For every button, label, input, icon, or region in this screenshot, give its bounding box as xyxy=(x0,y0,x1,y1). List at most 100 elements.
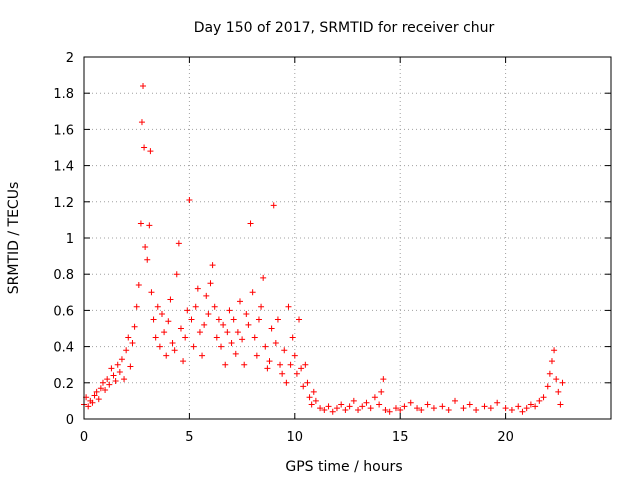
data-point xyxy=(392,405,399,412)
data-point xyxy=(397,406,404,413)
data-point xyxy=(268,325,275,332)
data-point xyxy=(205,311,212,318)
data-point xyxy=(152,334,159,341)
data-point xyxy=(253,352,260,359)
data-point xyxy=(378,388,385,395)
data-point xyxy=(298,365,305,372)
data-point xyxy=(243,311,250,318)
data-point xyxy=(226,307,233,314)
data-point xyxy=(430,405,437,412)
data-point xyxy=(287,361,294,368)
data-point xyxy=(144,256,151,263)
data-point xyxy=(89,399,96,406)
data-point xyxy=(161,329,168,336)
data-point xyxy=(110,372,117,379)
y-tick-label: 2 xyxy=(66,51,74,66)
data-point xyxy=(401,403,408,410)
y-tick-label: 0.8 xyxy=(53,268,74,283)
data-point xyxy=(338,401,345,408)
data-point xyxy=(234,329,241,336)
y-tick-label: 1.6 xyxy=(53,123,74,138)
data-point xyxy=(473,406,480,413)
data-point xyxy=(494,399,501,406)
x-axis-label: GPS time / hours xyxy=(285,459,402,475)
y-tick-label: 0.6 xyxy=(53,304,74,319)
data-point xyxy=(116,368,123,375)
y-tick-label: 0.4 xyxy=(53,341,74,356)
data-point xyxy=(142,244,149,251)
data-point xyxy=(325,403,332,410)
data-point xyxy=(266,358,273,365)
data-point xyxy=(175,240,182,247)
data-point xyxy=(138,119,145,126)
data-point xyxy=(424,401,431,408)
data-point xyxy=(445,406,452,413)
data-point xyxy=(215,316,222,323)
data-point xyxy=(85,403,92,410)
data-point xyxy=(99,379,106,386)
y-tick-label: 0.2 xyxy=(53,377,74,392)
data-point xyxy=(317,405,324,412)
data-point xyxy=(548,358,555,365)
data-point xyxy=(165,318,172,325)
data-point xyxy=(380,376,387,383)
data-point xyxy=(129,339,136,346)
data-point xyxy=(515,403,522,410)
data-point xyxy=(376,401,383,408)
data-point xyxy=(466,401,473,408)
data-point xyxy=(220,321,227,328)
data-point xyxy=(247,220,254,227)
data-point xyxy=(291,352,298,359)
data-point xyxy=(102,387,109,394)
data-point xyxy=(460,405,467,412)
data-point xyxy=(182,334,189,341)
data-point xyxy=(106,381,113,388)
data-point xyxy=(342,406,349,413)
data-point xyxy=(350,397,357,404)
data-point xyxy=(230,316,237,323)
data-point xyxy=(108,365,115,372)
data-point xyxy=(207,280,214,287)
data-point xyxy=(133,303,140,310)
data-point xyxy=(452,397,459,404)
data-point xyxy=(274,316,281,323)
data-point xyxy=(329,408,336,415)
data-point xyxy=(508,406,515,413)
data-point xyxy=(532,403,539,410)
data-point xyxy=(527,401,534,408)
data-point xyxy=(241,361,248,368)
data-point xyxy=(502,405,509,412)
data-point xyxy=(321,406,328,413)
data-point xyxy=(355,406,362,413)
y-tick-label: 1 xyxy=(66,232,74,247)
data-point xyxy=(544,383,551,390)
data-point xyxy=(557,401,564,408)
data-point xyxy=(121,376,128,383)
data-point xyxy=(167,296,174,303)
data-point xyxy=(209,262,216,269)
data-point xyxy=(481,403,488,410)
data-point xyxy=(228,339,235,346)
data-point xyxy=(371,394,378,401)
data-point xyxy=(264,365,271,372)
x-tick-label: 10 xyxy=(287,430,304,445)
data-point xyxy=(135,282,142,289)
data-point xyxy=(222,361,229,368)
data-point xyxy=(386,408,393,415)
data-point xyxy=(523,405,530,412)
y-tick-label: 0 xyxy=(66,413,74,428)
data-point xyxy=(114,361,121,368)
data-point xyxy=(192,303,199,310)
data-point xyxy=(272,339,279,346)
data-point xyxy=(293,370,300,377)
data-point xyxy=(147,148,154,155)
chart-title: Day 150 of 2017, SRMTID for receiver chu… xyxy=(194,20,495,36)
x-tick-label: 5 xyxy=(185,430,193,445)
data-point xyxy=(213,334,220,341)
data-point xyxy=(146,222,153,229)
data-point xyxy=(97,385,104,392)
data-point xyxy=(95,396,102,403)
data-point xyxy=(245,321,252,328)
data-point xyxy=(300,383,307,390)
